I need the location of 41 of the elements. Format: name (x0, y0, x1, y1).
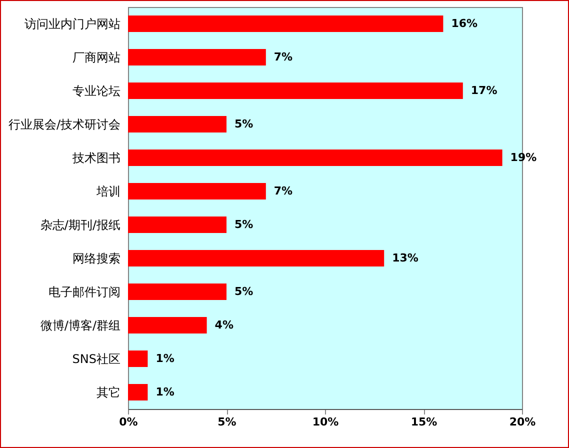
data-label: 19% (510, 150, 537, 164)
bar (128, 350, 148, 368)
bar (128, 384, 148, 401)
data-label: 1% (156, 385, 174, 398)
x-tick-label: 20% (509, 416, 536, 428)
bar (128, 48, 266, 66)
bar (128, 182, 266, 200)
data-label: 5% (234, 218, 254, 231)
y-tick-label: SNS社区 (72, 352, 120, 366)
y-tick-label: 技术图书 (72, 150, 120, 165)
data-label: 1% (156, 352, 174, 365)
y-tick-label: 杂志/期刊/报纸 (40, 218, 120, 232)
data-label: 5% (234, 117, 254, 130)
data-label: 7% (274, 184, 293, 198)
data-label: 16% (451, 16, 478, 30)
bar (128, 216, 226, 234)
bar (128, 82, 463, 100)
y-tick-label: 微博/博客/群组 (40, 318, 120, 332)
y-tick-label: 厂商网站 (72, 50, 120, 64)
y-tick-label: 行业展会/技术研讨会 (8, 117, 120, 132)
y-tick-label: 电子邮件订阅 (48, 284, 120, 299)
y-tick-label: 网络搜索 (72, 251, 120, 266)
data-label: 7% (274, 50, 293, 64)
bar (128, 250, 384, 267)
bar (128, 283, 226, 300)
bar (128, 116, 226, 133)
y-tick-label: 其它 (96, 385, 120, 400)
bar (128, 15, 444, 32)
data-label: 17% (470, 84, 498, 97)
x-tick-label: 15% (410, 416, 438, 428)
x-tick-label: 10% (312, 416, 339, 428)
y-tick-label: 访问业内门户网站 (24, 16, 120, 31)
x-tick-label: 5% (218, 416, 236, 428)
data-label: 4% (214, 318, 234, 332)
x-tick-label: 0% (119, 416, 138, 428)
bar (128, 316, 207, 334)
y-tick-label: 培训 (96, 184, 120, 198)
bar (128, 149, 502, 166)
data-label: 5% (234, 284, 254, 298)
data-label: 13% (392, 251, 418, 264)
y-tick-label: 专业论坛 (72, 84, 120, 98)
